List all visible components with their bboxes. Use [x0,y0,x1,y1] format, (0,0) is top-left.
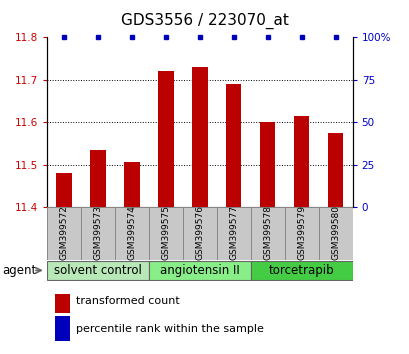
Text: GSM399573: GSM399573 [93,205,102,260]
Text: GSM399575: GSM399575 [161,205,170,260]
Bar [226,84,241,207]
Bar [90,150,106,207]
Text: GDS3556 / 223070_at: GDS3556 / 223070_at [121,12,288,29]
Text: agent: agent [2,264,36,277]
Text: transformed count: transformed count [76,296,179,306]
Text: angiotensin II: angiotensin II [160,264,239,277]
Bar [192,67,207,207]
Bar [148,261,250,280]
Bar [182,207,216,260]
Bar [148,207,182,260]
Bar [293,116,308,207]
Text: GSM399572: GSM399572 [59,205,68,260]
Text: GSM399579: GSM399579 [297,205,306,260]
Bar [81,207,115,260]
Bar [250,207,284,260]
Text: solvent control: solvent control [54,264,142,277]
Bar [216,207,250,260]
Bar [124,162,139,207]
Bar [327,133,342,207]
Bar [47,261,148,280]
Bar [250,261,352,280]
Text: GSM399576: GSM399576 [195,205,204,260]
Text: percentile rank within the sample: percentile rank within the sample [76,324,263,334]
Bar [55,316,70,341]
Bar [115,207,148,260]
Bar [158,71,173,207]
Bar [56,173,72,207]
Text: GSM399578: GSM399578 [263,205,272,260]
Bar [47,207,81,260]
Text: GSM399574: GSM399574 [127,205,136,260]
Bar [55,287,70,313]
Bar [318,207,352,260]
Text: torcetrapib: torcetrapib [268,264,334,277]
Bar [284,207,318,260]
Text: GSM399577: GSM399577 [229,205,238,260]
Bar [259,122,275,207]
Text: GSM399580: GSM399580 [330,205,339,260]
